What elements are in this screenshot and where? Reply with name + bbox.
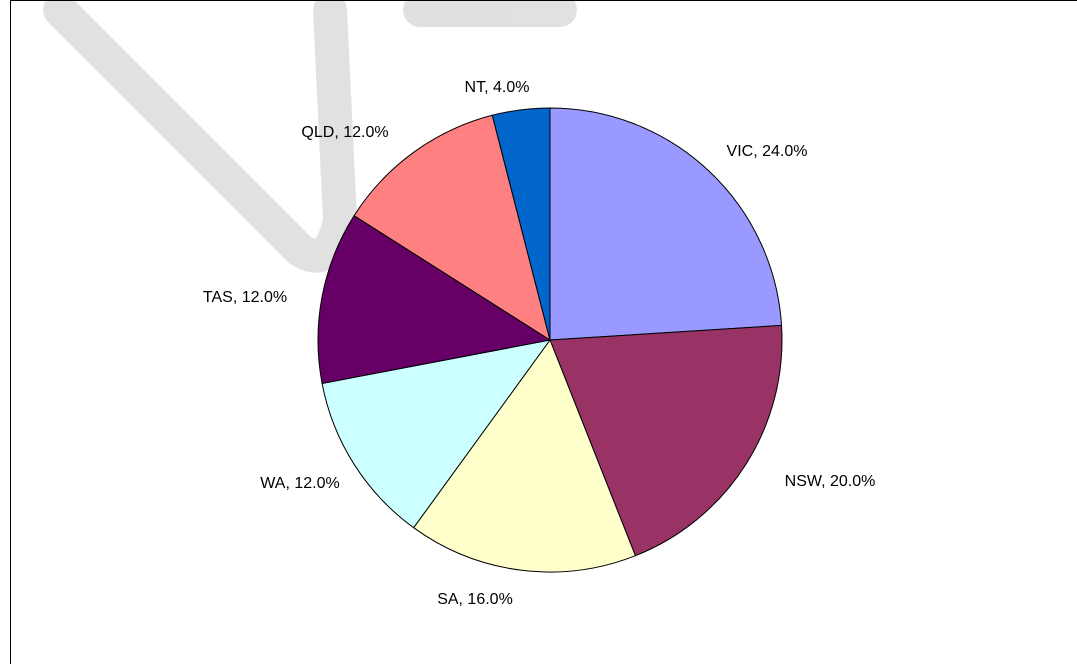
- pie-slice: [353, 114, 551, 342]
- chart-frame: [10, 0, 1077, 664]
- pie: [317, 107, 783, 573]
- data-label: QLD, 12.0%: [301, 124, 388, 141]
- pie-slice: [491, 107, 551, 341]
- data-label: NT, 4.0%: [465, 79, 530, 96]
- data-label: SA, 16.0%: [437, 591, 513, 608]
- pie-slice: [321, 339, 552, 529]
- watermark-stroke: [43, 0, 358, 273]
- data-label: VIC, 24.0%: [727, 143, 808, 160]
- pie-slice: [549, 107, 783, 341]
- data-label: WA, 12.0%: [260, 475, 339, 492]
- pie-labels: VIC, 24.0% NSW, 20.0% SA, 16.0% WA, 12.0% TA…: [203, 79, 875, 608]
- watermark: [43, 0, 577, 273]
- pie-slice: [412, 338, 637, 573]
- data-label: NSW, 20.0%: [785, 473, 876, 490]
- data-label: TAS, 12.0%: [203, 289, 287, 306]
- pie-slice: [317, 214, 552, 385]
- pie-slice: [549, 324, 783, 557]
